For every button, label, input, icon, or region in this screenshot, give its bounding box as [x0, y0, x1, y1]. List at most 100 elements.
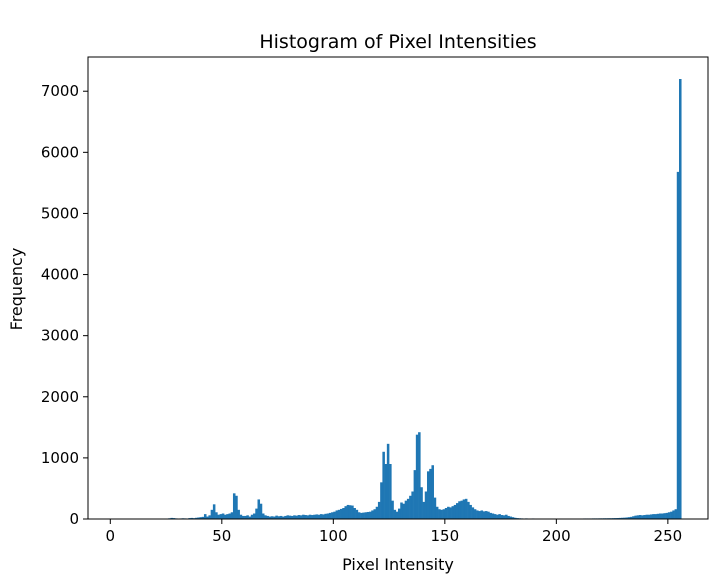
x-tick-label: 250: [654, 527, 683, 545]
histogram-bar: [315, 514, 319, 519]
x-tick-label: 200: [542, 527, 571, 545]
histogram-bar: [344, 506, 347, 519]
histogram-bar: [297, 515, 301, 519]
histogram-bar: [221, 513, 225, 519]
histogram-bar: [362, 512, 365, 519]
histogram-bar: [627, 517, 631, 519]
histogram-bar: [507, 515, 510, 519]
histogram-bar: [201, 516, 205, 519]
histogram-bar: [447, 506, 450, 519]
histogram-bar: [288, 515, 292, 519]
y-tick-label: 7000: [41, 82, 79, 100]
histogram-bar: [420, 487, 423, 519]
histogram-bar: [415, 434, 419, 519]
histogram-bar: [342, 508, 345, 519]
histogram-bar: [511, 517, 515, 519]
histogram-bar: [402, 503, 405, 519]
histogram-bar: [333, 511, 336, 519]
histogram-bar: [215, 512, 218, 519]
histogram-bar: [386, 443, 390, 519]
histogram-bar: [195, 517, 198, 519]
y-tick-label: 2000: [41, 388, 79, 406]
histogram-bar: [444, 508, 448, 519]
plot-frame: [87, 56, 709, 520]
histogram-bar: [340, 508, 343, 519]
histogram-bar: [498, 514, 501, 519]
histogram-bar: [217, 514, 220, 519]
histogram-bar: [438, 509, 441, 519]
histogram-bar: [304, 515, 307, 519]
histogram-bar: [656, 513, 660, 519]
histogram-bar: [199, 517, 203, 519]
histogram-bar: [491, 513, 495, 519]
histogram-bar: [464, 498, 468, 519]
histogram-bar: [654, 514, 657, 519]
x-tick-label: 50: [212, 527, 231, 545]
histogram-bar: [261, 513, 265, 519]
histogram-bar: [435, 506, 439, 519]
histogram-bar: [431, 465, 434, 519]
histogram-bar: [266, 515, 269, 519]
histogram-bar: [636, 515, 640, 519]
histogram-bar: [319, 514, 323, 519]
histogram-bar: [331, 512, 334, 519]
histogram-bar: [282, 516, 285, 519]
histogram-bar: [290, 515, 294, 519]
histogram-bar: [500, 515, 504, 519]
histogram-bar: [353, 508, 356, 519]
histogram-bar: [346, 504, 350, 519]
x-tick-label: 150: [431, 527, 460, 545]
histogram-bar: [489, 512, 492, 519]
histogram-bar: [638, 515, 642, 519]
histogram-bar: [618, 517, 622, 519]
histogram-bar: [377, 501, 381, 519]
histogram-bar: [232, 493, 236, 519]
histogram-bar: [264, 515, 267, 519]
histogram-bar: [645, 514, 649, 519]
histogram-bar: [643, 515, 646, 519]
histogram-bar: [629, 516, 633, 519]
histogram-bar: [478, 511, 481, 519]
histogram-bar: [360, 512, 363, 519]
histogram-bar: [197, 517, 200, 519]
histogram-bar: [357, 512, 361, 519]
histogram-bar: [398, 508, 401, 519]
histogram-bar: [621, 517, 624, 519]
histogram-bar: [413, 470, 417, 519]
histogram-bar: [647, 514, 651, 519]
histogram-bar: [400, 502, 403, 519]
histogram-bar: [235, 495, 238, 519]
y-tick-label: 0: [69, 510, 79, 528]
y-tick-label: 4000: [41, 266, 79, 284]
histogram-bar: [337, 509, 341, 519]
histogram-bar: [440, 509, 443, 519]
histogram-bar: [679, 79, 682, 519]
histogram-bar: [317, 514, 321, 519]
histogram-bar: [250, 514, 254, 519]
histogram-bar: [371, 510, 374, 519]
histogram-bar: [219, 514, 223, 519]
histogram-bar: [237, 509, 240, 519]
histogram-bar: [502, 515, 506, 519]
histogram-bar: [418, 432, 421, 519]
histogram-bar: [275, 515, 278, 519]
histogram-bar: [375, 506, 379, 519]
histogram-bar: [667, 512, 671, 519]
histogram-bar: [424, 491, 428, 519]
histogram-bar: [208, 515, 211, 519]
histogram-bar: [451, 506, 455, 519]
histogram-bar: [311, 515, 314, 519]
histogram-bar: [663, 513, 666, 519]
histogram-bar: [257, 499, 261, 519]
histogram-bar: [487, 511, 490, 519]
histogram-bar: [366, 511, 370, 519]
histogram-bar: [268, 516, 272, 519]
histogram-bar: [295, 515, 298, 519]
y-axis-label: Frequency: [7, 248, 26, 331]
histogram-bar: [404, 500, 408, 519]
chart-title: Histogram of Pixel Intensities: [259, 31, 536, 53]
x-tick-label: 100: [319, 527, 348, 545]
histogram-bar: [652, 514, 655, 519]
histogram-bar: [255, 508, 258, 519]
